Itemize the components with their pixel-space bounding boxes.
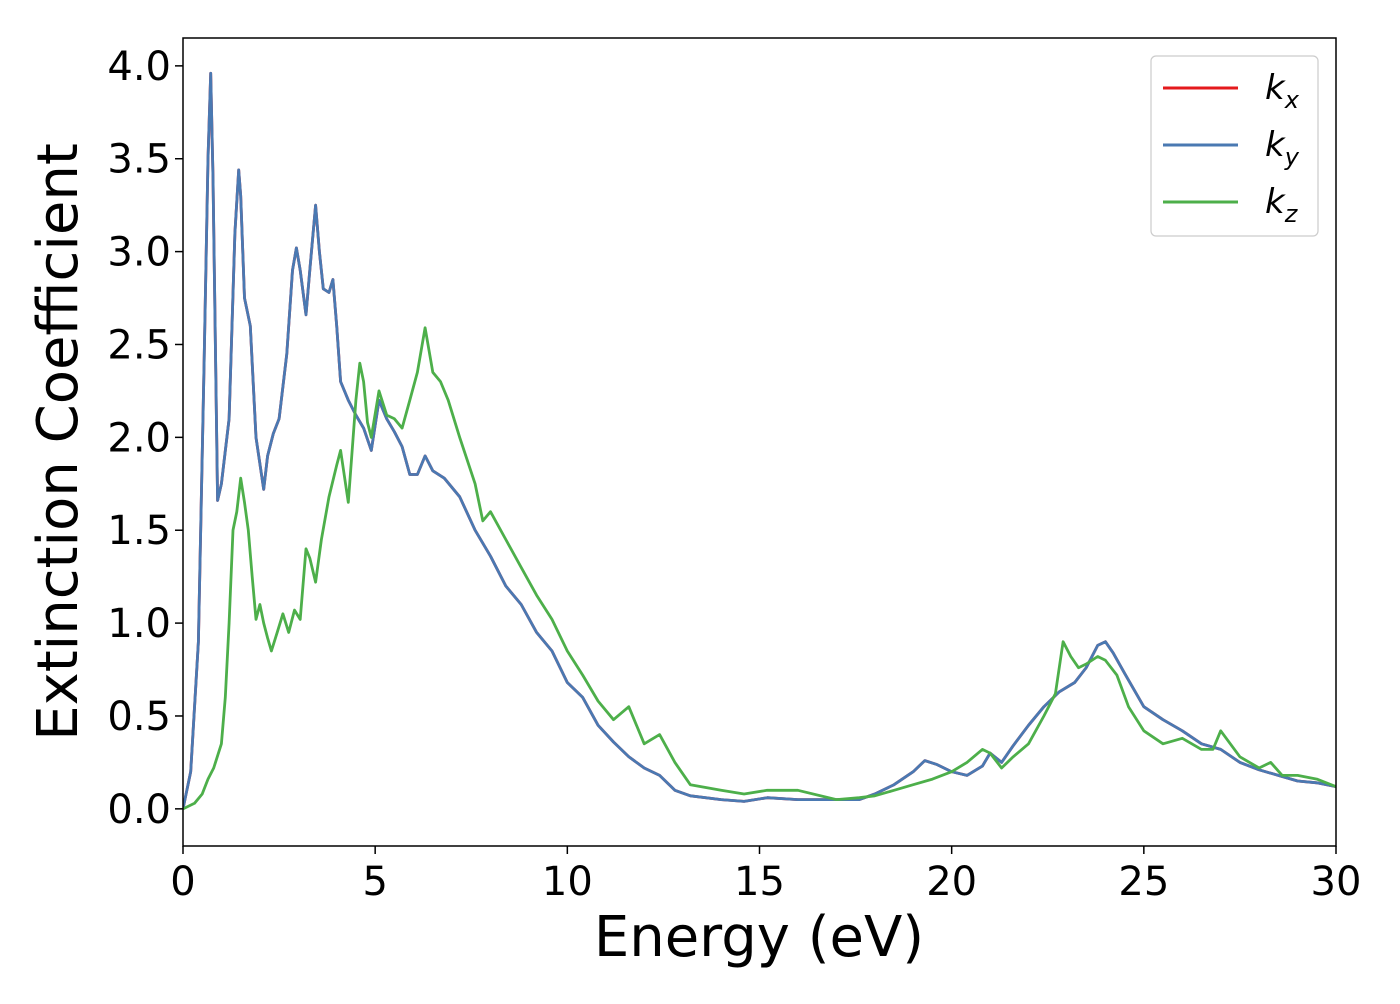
y-tick-label: 3.0 [107, 230, 171, 276]
x-tick-label: 20 [926, 859, 977, 905]
y-tick-label: 0.5 [107, 694, 171, 740]
y-tick-label: 0.0 [107, 787, 171, 833]
series-line-ky [183, 71, 1336, 810]
y-tick-label: 3.5 [107, 137, 171, 183]
legend-label-kx-main: k [1265, 68, 1286, 108]
legend: kx ky kz [1150, 55, 1319, 237]
y-axis-ticks: 0.0 0.5 1.0 1.5 2.0 2.5 3.0 3.5 4.0 [107, 44, 183, 833]
y-tick-label: 2.5 [107, 322, 171, 368]
legend-label-ky-main: k [1265, 125, 1286, 165]
legend-label-kz-main: k [1265, 182, 1286, 222]
series-line-kz [183, 326, 1336, 811]
legend-label-kx-sub: x [1284, 86, 1300, 114]
x-tick-label: 10 [542, 859, 593, 905]
x-tick-label: 30 [1311, 859, 1362, 905]
legend-label-kx: kx [1265, 68, 1300, 114]
legend-label-ky-sub: y [1284, 143, 1300, 171]
y-tick-label: 4.0 [107, 44, 171, 90]
x-axis-title: Energy (eV) [594, 905, 924, 970]
x-tick-label: 0 [170, 859, 195, 905]
x-tick-label: 25 [1118, 859, 1169, 905]
x-axis-ticks: 0 5 10 15 20 25 30 [170, 846, 1361, 905]
y-axis-title: Extinction Coefficient [26, 143, 91, 741]
legend-label-kz-sub: z [1284, 200, 1299, 228]
series-layer [183, 71, 1336, 811]
x-tick-label: 5 [362, 859, 387, 905]
y-tick-label: 2.0 [107, 415, 171, 461]
x-tick-label: 15 [734, 859, 785, 905]
legend-label-kz: kz [1265, 182, 1299, 228]
y-tick-label: 1.0 [107, 601, 171, 647]
y-tick-label: 1.5 [107, 508, 171, 554]
legend-label-ky: ky [1265, 125, 1300, 171]
